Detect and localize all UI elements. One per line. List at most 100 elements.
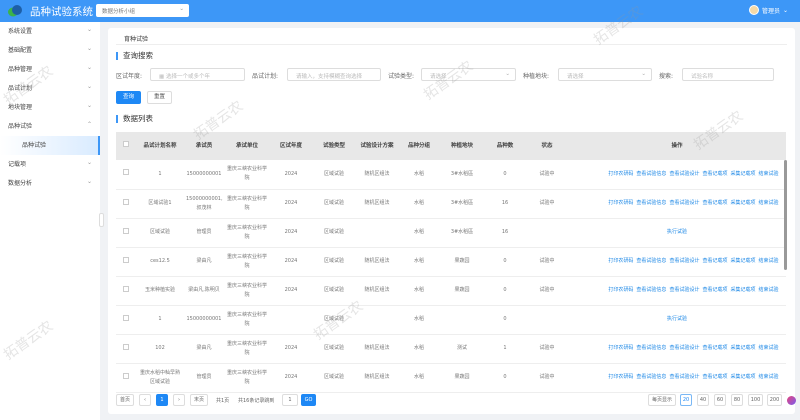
year-placeholder: 选择一个或多个年 [165,74,210,80]
action-link[interactable]: 打印农研码 [608,258,634,264]
row-select[interactable] [116,160,136,190]
sidebar-item-plot[interactable]: 地块管理 ⌄ [0,98,100,117]
action-link[interactable]: 采集记载项 [730,200,756,206]
cell-status: 试验中 [526,334,568,364]
page-size-20[interactable]: 20 [680,394,692,406]
action-link[interactable]: 结束试验 [758,170,779,177]
checkbox[interactable] [123,169,129,176]
checkbox[interactable] [123,141,129,147]
last-page-button[interactable]: 末页 [190,394,208,406]
action-link[interactable]: 查看试验设计 [669,374,700,380]
checkbox[interactable] [123,372,129,379]
checkbox[interactable] [123,343,129,350]
action-link[interactable]: 查看记载项 [702,258,728,264]
row-select[interactable] [116,305,136,335]
action-link[interactable]: 查看记载项 [702,170,728,177]
action-link[interactable]: 采集记载项 [730,258,756,264]
keyword-input[interactable]: 试验名称 [682,68,774,81]
next-page-button[interactable]: › [173,394,185,406]
action-link[interactable]: 查看记载项 [702,345,728,351]
page-size-100[interactable]: 100 [748,394,763,406]
action-link[interactable]: 结束试验 [758,374,779,380]
go-button[interactable]: GO [301,394,316,406]
action-link[interactable]: 打印农研码 [608,170,634,177]
action-link[interactable]: 采集记载项 [730,170,756,177]
search-section-title: 查询搜索 [116,52,153,60]
action-link[interactable]: 查看试验信息 [636,200,667,206]
floating-assistant-icon[interactable] [787,396,796,405]
action-link[interactable]: 查看试验信息 [636,170,667,177]
year-picker[interactable]: ▦ 选择一个或多个年 [150,68,245,81]
cell-plot: 3#水稻區 [440,160,484,190]
action-link[interactable]: 打印农研码 [608,374,634,380]
action-link[interactable]: 采集记载项 [730,345,756,351]
sidebar-item-records[interactable]: 记载项 ⌄ [0,155,100,174]
row-select[interactable] [116,334,136,364]
sidebar-subitem-trial[interactable]: 品种试验 [0,136,100,155]
table-scrollbar[interactable] [784,160,787,270]
execute-trial-link[interactable]: 执行试验 [666,229,687,235]
row-select[interactable] [116,276,136,306]
action-link[interactable]: 结束试验 [758,258,779,264]
cell-actions: 打印农研码 查看试验信息 查看试验设计 查看记载项 采集记载项 结束试验 [568,160,786,190]
action-link[interactable]: 查看记载项 [702,200,728,206]
cell-design [356,218,398,248]
checkbox[interactable] [123,256,129,263]
type-select[interactable]: 请选择 ⌄ [421,68,516,81]
action-link[interactable]: 查看试验设计 [669,258,700,264]
keyword-placeholder: 试验名称 [691,74,714,80]
action-link[interactable]: 查看试验信息 [636,345,667,351]
org-select[interactable]: 数据分析小组 ⌄ [96,4,189,17]
page-size-40[interactable]: 40 [697,394,709,406]
plan-input[interactable]: 请输入，支持模糊查询选择 [287,68,381,81]
user-menu[interactable]: 管理员 ⌄ [748,5,788,15]
page-size-60[interactable]: 60 [714,394,726,406]
jump-page-input[interactable]: 1 [282,394,298,406]
first-page-button[interactable]: 首页 [116,394,134,406]
checkbox[interactable] [123,198,129,205]
page-1-button[interactable]: 1 [156,394,168,406]
checkbox[interactable] [123,227,129,234]
sidebar-item-base-config[interactable]: 基础配置 ⌄ [0,41,100,60]
select-all[interactable] [116,132,136,160]
sidebar-item-analysis[interactable]: 数据分析 ⌄ [0,174,100,193]
page-size-80[interactable]: 80 [731,394,743,406]
action-link[interactable]: 采集记载项 [730,287,756,293]
row-select[interactable] [116,189,136,219]
row-select[interactable] [116,363,136,393]
sidebar-collapse-handle[interactable] [99,213,104,227]
action-link[interactable]: 打印农研码 [608,200,634,206]
sidebar-item-label: 品种管理 [8,66,33,73]
action-link[interactable]: 查看记载项 [702,287,728,293]
checkbox[interactable] [123,314,129,321]
cell-design: 随机区组法 [356,334,398,364]
action-link[interactable]: 打印农研码 [608,287,634,293]
page-size-200[interactable]: 200 [767,394,782,406]
cell-tester: 梁由凡 [184,334,224,364]
action-link[interactable]: 查看试验设计 [669,170,700,177]
action-link[interactable]: 结束试验 [758,200,779,206]
plot-select[interactable]: 请选择 ⌄ [558,68,652,81]
action-link[interactable]: 查看试验信息 [636,374,667,380]
row-select[interactable] [116,247,136,277]
sidebar-item-system[interactable]: 系统设置 ⌄ [0,22,100,41]
action-link[interactable]: 查看试验设计 [669,200,700,206]
checkbox[interactable] [123,285,129,292]
sidebar-item-variety[interactable]: 品种管理 ⌄ [0,60,100,79]
action-link[interactable]: 查看试验设计 [669,287,700,293]
action-link[interactable]: 结束试验 [758,345,779,351]
prev-page-button[interactable]: ‹ [139,394,151,406]
action-link[interactable]: 查看试验设计 [669,345,700,351]
sidebar-item-trial[interactable]: 品种试验 ⌃ [0,117,100,136]
sidebar-item-plan[interactable]: 品试计划 ⌄ [0,79,100,98]
query-button[interactable]: 查询 [116,91,141,104]
action-link[interactable]: 打印农研码 [608,345,634,351]
action-link[interactable]: 查看记载项 [702,374,728,380]
reset-button[interactable]: 重置 [147,91,172,104]
action-link[interactable]: 查看试验信息 [636,287,667,293]
action-link[interactable]: 结束试验 [758,287,779,293]
row-select[interactable] [116,218,136,248]
execute-trial-link[interactable]: 执行试验 [666,316,687,322]
action-link[interactable]: 查看试验信息 [636,258,667,264]
action-link[interactable]: 采集记载项 [730,374,756,380]
